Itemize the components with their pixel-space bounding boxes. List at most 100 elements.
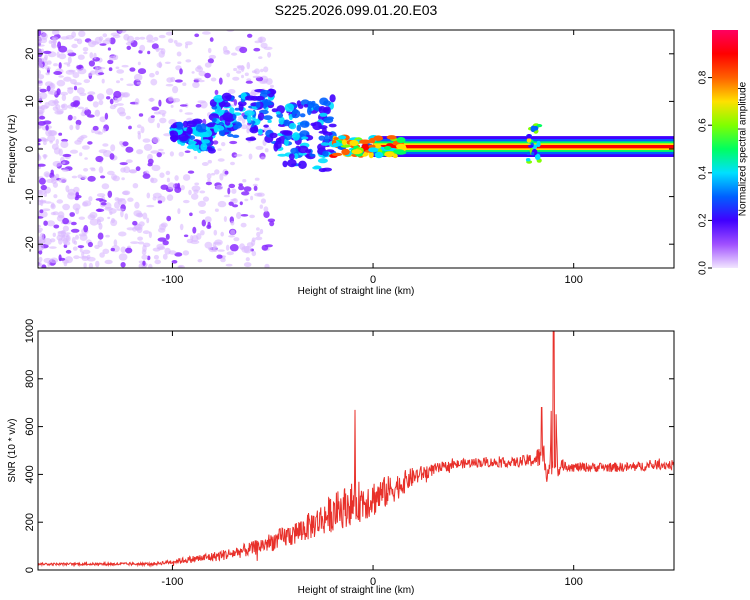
noise-blob bbox=[223, 194, 230, 198]
noise-blob bbox=[139, 36, 146, 40]
noise-blob bbox=[207, 159, 212, 164]
x-tick-label: 100 bbox=[565, 274, 583, 286]
noise-blob bbox=[124, 213, 129, 220]
noise-blob bbox=[213, 245, 218, 252]
noise-blob bbox=[75, 191, 79, 198]
noise-blob bbox=[183, 234, 189, 238]
noise-blob bbox=[184, 150, 191, 153]
noise-blob bbox=[100, 202, 107, 206]
noise-blob bbox=[214, 169, 220, 175]
y-tick-label: -10 bbox=[24, 189, 36, 205]
signal-blob bbox=[192, 118, 203, 124]
noise-blob bbox=[38, 163, 46, 167]
noise-blob bbox=[74, 140, 82, 145]
noise-blob bbox=[210, 77, 217, 82]
noise-blob bbox=[188, 189, 192, 196]
noise-blob bbox=[77, 67, 87, 75]
noise-blob bbox=[204, 62, 212, 68]
signal-blob bbox=[298, 160, 307, 169]
noise-blob bbox=[110, 32, 120, 37]
noise-blob bbox=[82, 47, 89, 52]
noise-blob bbox=[229, 140, 238, 145]
noise-blob bbox=[191, 193, 199, 200]
signal-blob bbox=[317, 158, 328, 164]
noise-blob bbox=[259, 80, 268, 84]
noise-blob bbox=[158, 227, 166, 233]
noise-blob bbox=[230, 161, 235, 166]
noise-blob bbox=[182, 250, 190, 256]
signal-blob bbox=[329, 94, 336, 103]
noise-blob bbox=[195, 104, 202, 108]
noise-blob bbox=[238, 185, 245, 191]
noise-blob bbox=[120, 77, 124, 81]
noise-blob bbox=[87, 40, 97, 48]
noise-blob bbox=[214, 208, 219, 212]
signal-blob bbox=[207, 148, 216, 154]
noise-blob bbox=[116, 80, 120, 84]
noise-blob bbox=[212, 140, 219, 145]
signal-blob bbox=[307, 107, 312, 116]
y-tick-label: 400 bbox=[24, 465, 36, 483]
noise-blob bbox=[61, 94, 67, 101]
noise-blob bbox=[180, 185, 185, 191]
noise-blob bbox=[175, 42, 183, 47]
noise-blob bbox=[71, 31, 76, 38]
signal-blob bbox=[222, 102, 231, 108]
noise-blob bbox=[114, 197, 120, 202]
noise-blob bbox=[105, 37, 112, 42]
noise-blob bbox=[165, 83, 174, 87]
noise-blob bbox=[39, 115, 46, 120]
noise-blob bbox=[198, 79, 205, 83]
noise-blob bbox=[83, 262, 87, 268]
signal-blob bbox=[221, 92, 232, 102]
signal-blob bbox=[293, 153, 299, 160]
noise-blob bbox=[60, 91, 69, 96]
noise-blob bbox=[226, 72, 231, 78]
noise-blob bbox=[179, 109, 183, 113]
noise-blob bbox=[62, 153, 72, 158]
noise-blob bbox=[82, 201, 88, 207]
noise-blob bbox=[236, 65, 242, 69]
noise-blob bbox=[58, 177, 67, 184]
noise-blob bbox=[96, 93, 105, 101]
noise-blob bbox=[168, 96, 174, 102]
noise-blob bbox=[51, 176, 59, 179]
noise-blob bbox=[84, 157, 88, 160]
band-blob bbox=[351, 149, 362, 155]
noise-blob bbox=[166, 177, 170, 183]
noise-blob bbox=[169, 151, 174, 157]
noise-blob bbox=[56, 88, 61, 96]
noise-blob bbox=[232, 76, 240, 81]
noise-blob bbox=[69, 124, 74, 131]
noise-blob bbox=[239, 46, 248, 54]
feature-blob bbox=[530, 125, 536, 133]
noise-blob bbox=[38, 224, 41, 228]
noise-blob bbox=[270, 84, 274, 88]
noise-blob bbox=[207, 178, 211, 183]
noise-blob bbox=[94, 109, 101, 117]
noise-blob bbox=[227, 187, 231, 195]
noise-blob bbox=[129, 67, 136, 72]
noise-blob bbox=[213, 229, 218, 236]
noise-blob bbox=[101, 78, 105, 84]
noise-blob bbox=[193, 77, 202, 81]
noise-blob bbox=[84, 109, 92, 116]
noise-blob bbox=[134, 36, 140, 41]
noise-blob bbox=[61, 168, 70, 172]
noise-blob bbox=[167, 182, 176, 190]
noise-blob bbox=[121, 191, 129, 195]
noise-blob bbox=[38, 193, 44, 197]
noise-blob bbox=[158, 148, 164, 152]
noise-blob bbox=[58, 148, 63, 156]
signal-blob bbox=[253, 125, 258, 132]
noise-blob bbox=[83, 225, 89, 233]
noise-blob bbox=[45, 66, 51, 71]
y-tick-label: 0 bbox=[24, 146, 36, 152]
noise-blob bbox=[158, 99, 162, 107]
noise-blob bbox=[78, 30, 86, 37]
noise-blob bbox=[58, 254, 62, 262]
noise-blob bbox=[114, 201, 120, 209]
noise-blob bbox=[111, 217, 115, 224]
noise-blob bbox=[63, 62, 71, 65]
signal-blob bbox=[309, 153, 316, 157]
